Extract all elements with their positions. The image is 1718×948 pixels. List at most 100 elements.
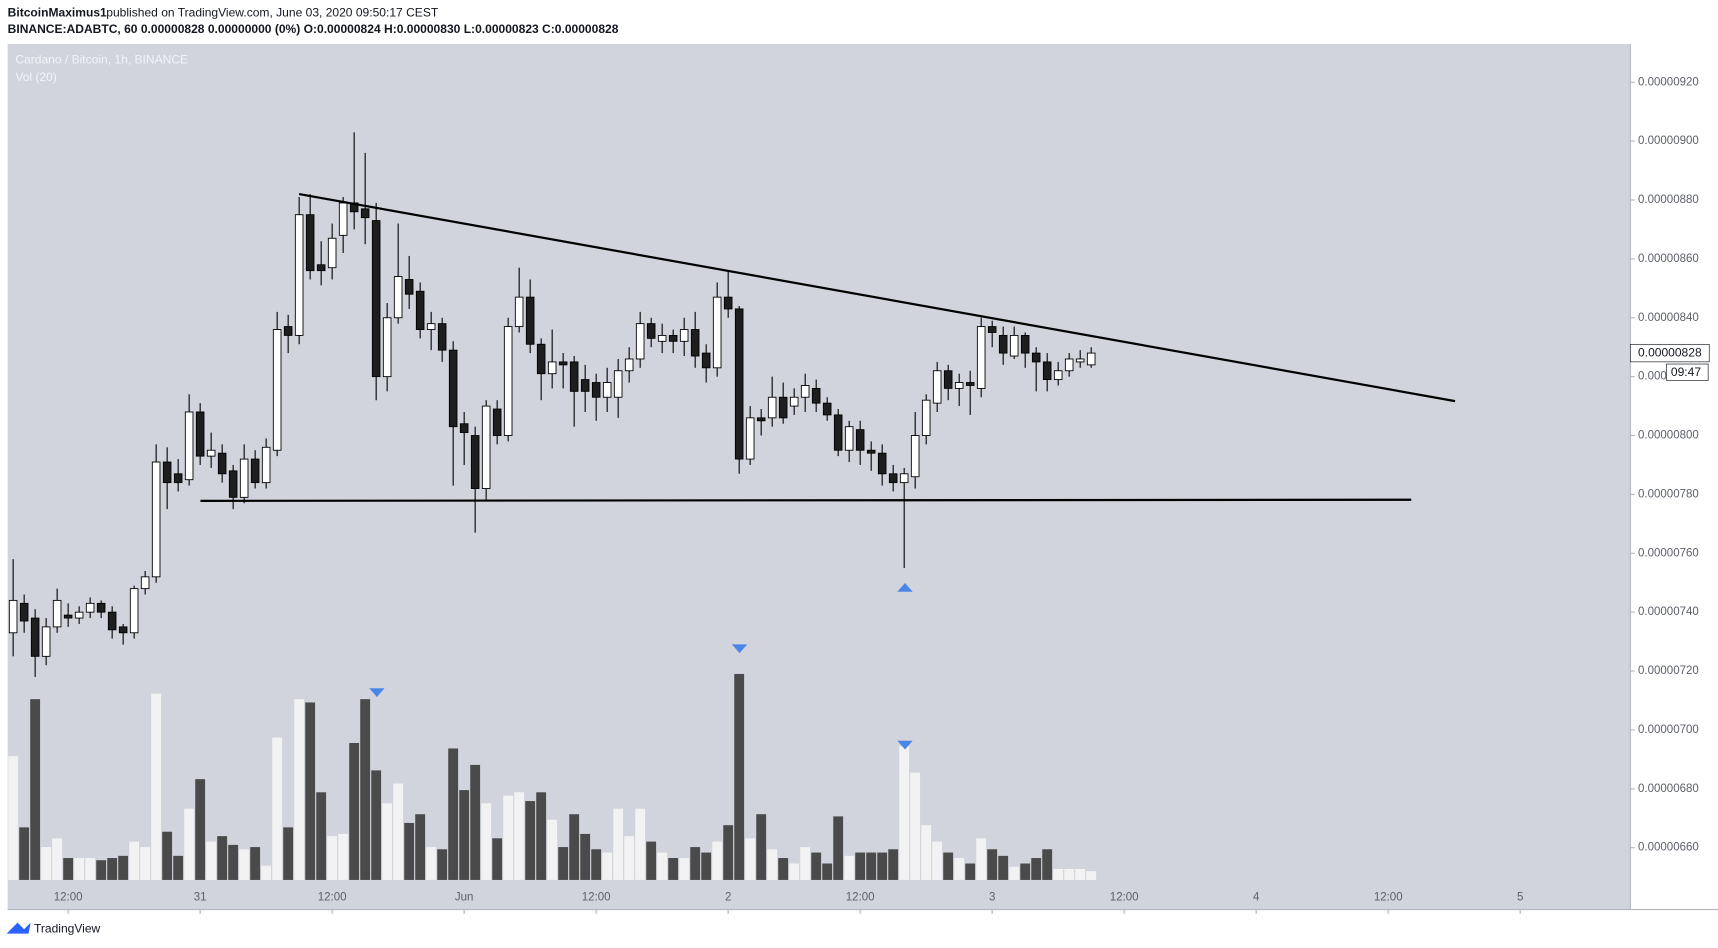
volume-bar: [272, 737, 283, 880]
symbol-line: BINANCE:ADABTC, 60 0.00000828 0.00000000…: [8, 22, 619, 36]
candle-body: [272, 329, 282, 451]
candle-body: [19, 602, 29, 622]
y-tick-label: 0.00000780: [1638, 488, 1699, 500]
candle-body: [63, 614, 73, 619]
volume-bar: [195, 779, 206, 880]
candles: [8, 132, 1096, 677]
x-tick-label: 12:00: [318, 892, 347, 904]
volume-bar: [349, 742, 360, 880]
volume-bar: [536, 792, 547, 880]
x-tick-label: 12:00: [582, 892, 611, 904]
volume-bar: [30, 699, 41, 880]
candle-body: [107, 611, 117, 631]
footer-brand: TradingView: [34, 921, 101, 935]
y-tick-label: 0.00000740: [1638, 606, 1699, 618]
candle-body: [822, 402, 832, 416]
volume-bar: [492, 838, 503, 880]
y-tick-label: 0.00000680: [1638, 783, 1699, 795]
candle-body: [1009, 334, 1019, 357]
candle-body: [844, 426, 854, 451]
volume-bar: [63, 858, 74, 880]
volume-bar: [41, 847, 52, 880]
candle-body: [635, 323, 645, 360]
candle-body: [800, 385, 810, 398]
candle-body: [778, 396, 788, 419]
volume-bar: [701, 852, 712, 880]
candle-body: [1053, 370, 1063, 381]
candle-body: [767, 396, 777, 419]
published: published on TradingView.com, June 03, 2…: [106, 5, 439, 19]
axes: 0.00000920 0.00000900 0.00000880 0.00000860…: [54, 76, 1710, 914]
volume-bar: [426, 847, 437, 880]
candle-body: [52, 599, 62, 628]
candle-body: [217, 452, 227, 475]
arrow-up: [897, 583, 913, 592]
y-tick-label: 0.00000700: [1638, 724, 1699, 736]
volume-bar: [503, 795, 514, 880]
y-tick-label: 0.00000900: [1638, 135, 1699, 147]
volume-bar: [404, 822, 415, 880]
candle-body: [206, 449, 216, 457]
volume-bar: [965, 863, 976, 880]
candle-body: [151, 461, 161, 578]
x-tick-label: 31: [194, 892, 207, 904]
candle-body: [899, 473, 909, 484]
volume-bar: [712, 841, 723, 880]
volume-bar: [943, 852, 954, 880]
volume-bar: [525, 801, 536, 880]
candle-body: [756, 417, 766, 422]
candle-body: [481, 405, 491, 489]
candle-body: [1075, 358, 1085, 363]
volume-bar: [734, 673, 745, 880]
candle-body: [921, 399, 931, 436]
volume-bar: [833, 816, 844, 880]
candle-body: [283, 326, 293, 336]
volume-bar: [668, 858, 679, 880]
volume-bar: [393, 783, 404, 880]
candle-body: [239, 458, 249, 498]
candle-body: [811, 387, 821, 404]
candle-body: [866, 449, 876, 454]
trend-line: [298, 192, 1456, 403]
candle-body: [371, 220, 381, 378]
candle-body: [657, 334, 667, 342]
volume-bar: [85, 858, 96, 880]
candle-body: [459, 423, 469, 434]
volume-bar: [998, 855, 1009, 880]
x-tick-label: 12:00: [1110, 892, 1139, 904]
volume-bar: [635, 808, 646, 880]
volume-bar: [789, 863, 800, 880]
y-tick-label: 0.00000880: [1638, 194, 1699, 206]
volume-bar: [184, 808, 195, 880]
candle-body: [855, 429, 865, 451]
volume-bar: [580, 833, 591, 880]
candle-body: [943, 370, 953, 389]
volume-bar: [217, 836, 228, 880]
volume-bar: [283, 827, 294, 880]
volume-bar: [877, 852, 888, 880]
volume-bar: [613, 808, 624, 880]
volume-bar: [1064, 868, 1075, 880]
volume-bar: [250, 847, 261, 880]
arrow-down: [731, 644, 748, 654]
volume-bar: [107, 858, 118, 880]
volume-pane: [8, 673, 1097, 880]
volume-bar: [932, 841, 943, 880]
volume-bar: [459, 790, 470, 880]
candle-body: [547, 361, 557, 375]
candle-body: [448, 349, 458, 428]
volume-bar: [866, 852, 877, 880]
volume-bar: [855, 852, 866, 880]
support-line: [200, 498, 1412, 502]
candle-body: [987, 326, 997, 333]
volume-bar: [129, 841, 140, 880]
volume-bar: [690, 847, 701, 880]
candle-body: [184, 411, 194, 481]
candle-body: [734, 308, 744, 460]
x-tick-label: 12:00: [1374, 892, 1403, 904]
author: BitcoinMaximus1: [8, 5, 107, 19]
volume-bar: [481, 803, 492, 880]
volume-bar: [360, 699, 371, 880]
candle-body: [613, 370, 623, 398]
